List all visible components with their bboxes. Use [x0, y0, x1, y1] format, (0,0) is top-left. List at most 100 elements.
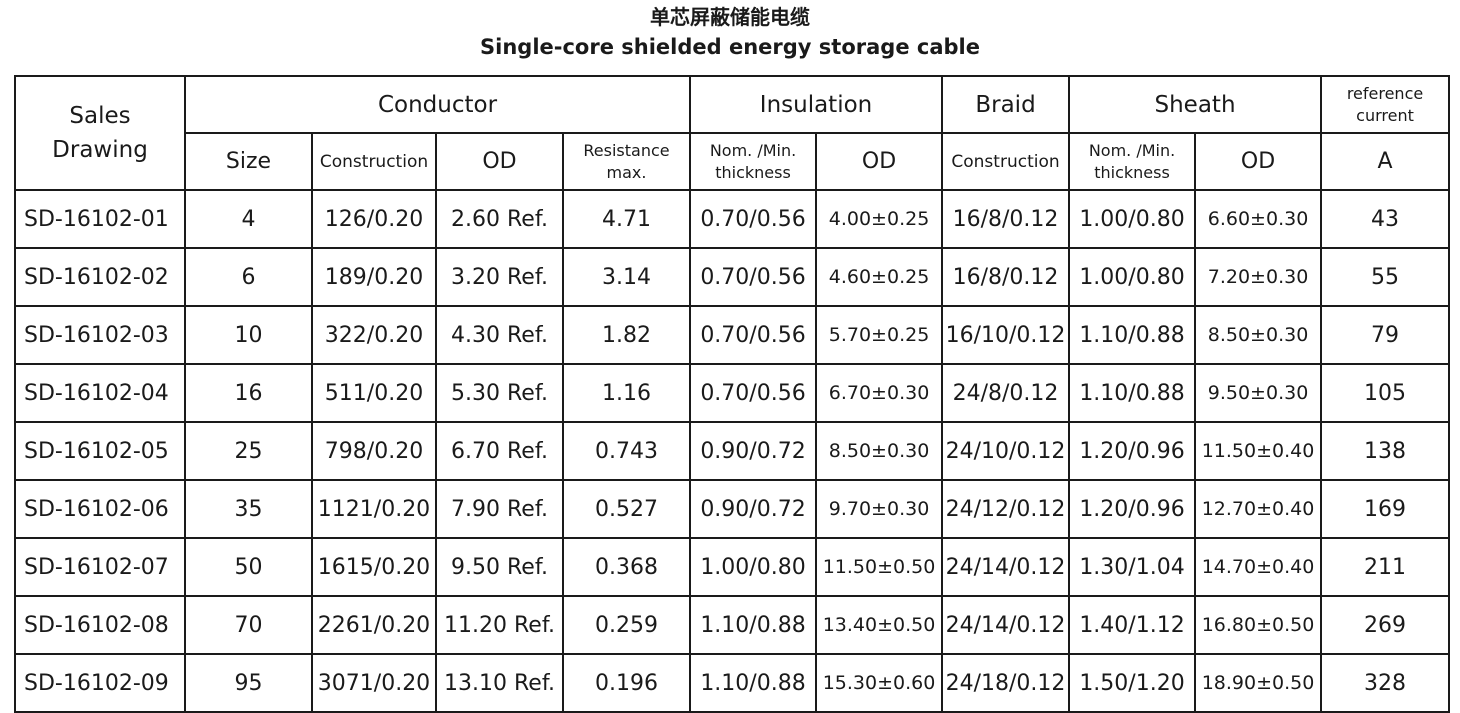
cell-sheath-od: 6.60±0.30 — [1194, 189, 1323, 249]
cell-insulation-thickness: 1.10/0.88 — [689, 653, 818, 713]
cell-conductor-od: 6.70 Ref. — [435, 421, 564, 481]
cell-braid: 16/10/0.12 — [941, 305, 1071, 365]
cell-resistance: 1.16 — [561, 363, 692, 423]
cell-construction: 2261/0.20 — [311, 595, 437, 655]
cell-sheath-od: 12.70±0.40 — [1194, 479, 1323, 539]
header-braid: Braid — [941, 75, 1071, 134]
header-insulation-od: OD — [815, 132, 944, 191]
cell-sheath-od: 7.20±0.30 — [1194, 247, 1323, 307]
cell-insulation-od: 9.70±0.30 — [815, 479, 944, 539]
header-resistance-line1: Resistance — [583, 140, 670, 160]
header-reference-current-line2: current — [1356, 105, 1414, 125]
cell-drawing: SD-16102-01 — [14, 189, 186, 249]
cell-sheath-thickness: 1.30/1.04 — [1068, 537, 1197, 597]
header-insulation: Insulation — [689, 75, 944, 134]
cell-resistance: 3.14 — [561, 247, 692, 307]
cell-construction: 3071/0.20 — [311, 653, 437, 713]
cell-sheath-thickness: 1.10/0.88 — [1068, 363, 1197, 423]
header-sheath-thickness-line2: thickness — [1094, 162, 1170, 182]
cell-insulation-od: 4.00±0.25 — [815, 189, 944, 249]
header-sales-drawing-line1: Sales — [69, 103, 131, 129]
header-insulation-thickness: Nom. /Min. thickness — [689, 132, 818, 191]
cell-construction: 511/0.20 — [311, 363, 437, 423]
header-sheath-thickness: Nom. /Min. thickness — [1068, 132, 1197, 191]
cell-conductor-od: 13.10 Ref. — [435, 653, 564, 713]
header-resistance-line2: max. — [606, 162, 647, 182]
cell-construction: 1121/0.20 — [311, 479, 437, 539]
header-current-unit: A — [1320, 132, 1451, 191]
cell-construction: 798/0.20 — [311, 421, 437, 481]
header-size: Size — [184, 132, 313, 191]
cell-construction: 322/0.20 — [311, 305, 437, 365]
cell-current: 105 — [1320, 363, 1451, 423]
header-row-groups: Sales Drawing Conductor Insulation Braid… — [14, 75, 1451, 191]
cell-drawing: SD-16102-06 — [14, 479, 186, 539]
cell-insulation-thickness: 0.90/0.72 — [689, 421, 818, 481]
header-conductor: Conductor — [183, 75, 692, 134]
cell-insulation-od: 8.50±0.30 — [815, 421, 944, 481]
cell-size: 70 — [184, 595, 313, 655]
cell-braid: 24/12/0.12 — [941, 479, 1071, 539]
cell-size: 16 — [184, 363, 313, 423]
header-sales-drawing-line2: Drawing — [52, 137, 148, 163]
cell-sheath-thickness: 1.00/0.80 — [1068, 189, 1197, 249]
cell-resistance: 1.82 — [561, 305, 692, 365]
table-row: SD-16102-03 10 322/0.20 4.30 Ref. 1.82 0… — [14, 305, 1451, 365]
cell-sheath-thickness: 1.40/1.12 — [1068, 595, 1197, 655]
cell-current: 43 — [1320, 189, 1451, 249]
cell-insulation-thickness: 0.70/0.56 — [689, 363, 818, 423]
cell-braid: 16/8/0.12 — [941, 247, 1071, 307]
cell-sheath-od: 11.50±0.40 — [1194, 421, 1323, 481]
header-conductor-od: OD — [435, 132, 564, 191]
header-sheath: Sheath — [1068, 75, 1323, 134]
cell-size: 95 — [184, 653, 313, 713]
cell-sheath-thickness: 1.20/0.96 — [1068, 479, 1197, 539]
table-row: SD-16102-07 50 1615/0.20 9.50 Ref. 0.368… — [14, 537, 1451, 597]
table-row: SD-16102-05 25 798/0.20 6.70 Ref. 0.743 … — [14, 421, 1451, 481]
cell-drawing: SD-16102-05 — [14, 421, 186, 481]
cell-insulation-thickness: 1.10/0.88 — [689, 595, 818, 655]
cell-insulation-od: 5.70±0.25 — [815, 305, 944, 365]
cell-insulation-od: 15.30±0.60 — [815, 653, 944, 713]
cell-construction: 189/0.20 — [311, 247, 437, 307]
cell-insulation-thickness: 0.70/0.56 — [689, 189, 818, 249]
cell-insulation-od: 4.60±0.25 — [815, 247, 944, 307]
cell-insulation-thickness: 1.00/0.80 — [689, 537, 818, 597]
header-reference-current-line1: reference — [1346, 83, 1424, 103]
cell-insulation-od: 6.70±0.30 — [815, 363, 944, 423]
cell-current: 269 — [1320, 595, 1451, 655]
header-sheath-od: OD — [1194, 132, 1323, 191]
header-sales-drawing: Sales Drawing — [14, 75, 186, 191]
cell-braid: 24/10/0.12 — [941, 421, 1071, 481]
cell-sheath-od: 18.90±0.50 — [1194, 653, 1323, 713]
table-row: SD-16102-06 35 1121/0.20 7.90 Ref. 0.527… — [14, 479, 1451, 539]
page-title-chinese: 单芯屏蔽储能电缆 — [650, 5, 810, 29]
cell-braid: 24/8/0.12 — [941, 363, 1071, 423]
header-insulation-thickness-line1: Nom. /Min. — [709, 140, 797, 160]
cell-sheath-od: 8.50±0.30 — [1194, 305, 1323, 365]
header-conductor-construction: Construction — [311, 132, 437, 191]
cell-conductor-od: 2.60 Ref. — [435, 189, 564, 249]
table-row: SD-16102-02 6 189/0.20 3.20 Ref. 3.14 0.… — [14, 247, 1451, 307]
cell-sheath-od: 16.80±0.50 — [1194, 595, 1323, 655]
cell-conductor-od: 5.30 Ref. — [435, 363, 564, 423]
cell-current: 79 — [1320, 305, 1451, 365]
cell-size: 4 — [184, 189, 313, 249]
cell-drawing: SD-16102-07 — [14, 537, 186, 597]
cell-conductor-od: 3.20 Ref. — [435, 247, 564, 307]
cell-braid: 16/8/0.12 — [941, 189, 1071, 249]
cell-current: 211 — [1320, 537, 1451, 597]
cell-drawing: SD-16102-02 — [14, 247, 186, 307]
cell-size: 25 — [184, 421, 313, 481]
cell-drawing: SD-16102-04 — [14, 363, 186, 423]
cell-sheath-thickness: 1.00/0.80 — [1068, 247, 1197, 307]
cell-drawing: SD-16102-08 — [14, 595, 186, 655]
cell-drawing: SD-16102-09 — [14, 653, 186, 713]
cell-conductor-od: 9.50 Ref. — [435, 537, 564, 597]
cell-resistance: 0.743 — [561, 421, 692, 481]
cell-insulation-thickness: 0.70/0.56 — [689, 247, 818, 307]
cell-conductor-od: 7.90 Ref. — [435, 479, 564, 539]
cell-insulation-thickness: 0.90/0.72 — [689, 479, 818, 539]
header-resistance: Resistance max. — [561, 132, 692, 191]
cell-sheath-od: 9.50±0.30 — [1194, 363, 1323, 423]
